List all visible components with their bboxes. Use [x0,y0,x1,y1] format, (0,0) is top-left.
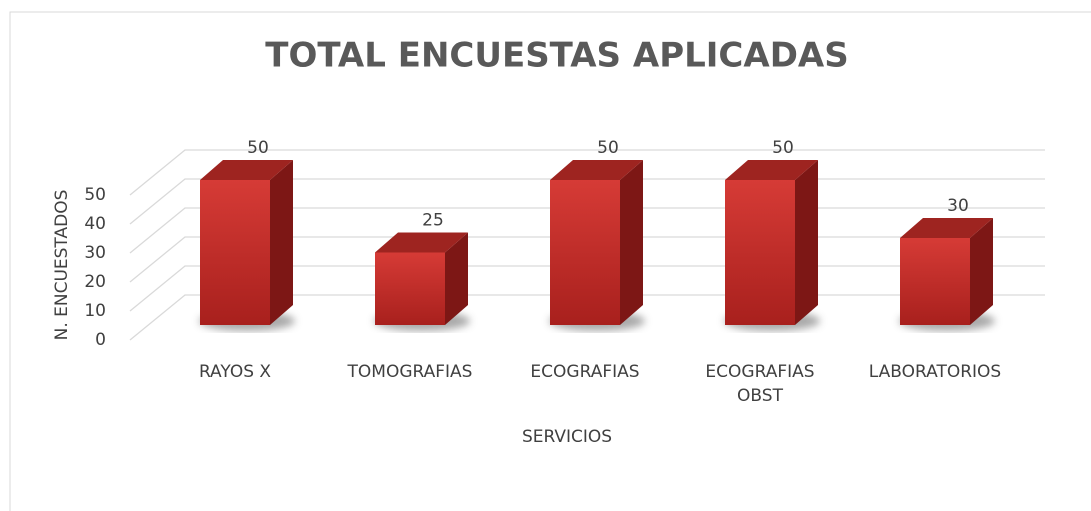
bar-top [375,232,468,253]
bar [199,160,295,331]
bar [374,232,470,331]
bar-top [725,160,818,180]
bar-front [375,252,445,325]
bar-side [795,160,818,325]
data-label: 50 [247,138,269,158]
bar [899,218,995,331]
bar [724,160,820,331]
bar-side [270,160,293,325]
data-label: 25 [422,211,444,231]
x-tick-label: ECOGRAFIAS OBST [705,362,815,406]
bar-side [620,160,643,325]
y-tick-label: 20 [84,272,106,292]
y-tick-label: 30 [84,243,106,263]
data-label: 30 [947,196,969,216]
x-tick-label: LABORATORIOS [868,362,1002,382]
bar-side [970,218,993,325]
chart-title: TOTAL ENCUESTAS APLICADAS [265,36,848,76]
grid-line [129,149,1045,196]
bar-front [725,180,795,325]
y-tick-label: 0 [95,330,106,350]
bar-front [900,238,970,325]
bar-side [445,232,468,325]
bar-top [200,160,293,180]
data-label: 50 [772,138,794,158]
y-tick-label: 50 [84,185,106,205]
y-axis-label: N. ENCUESTADOS [52,190,72,341]
bar-front [200,180,270,325]
bar-top [900,218,993,238]
x-tick-label: RAYOS X [198,362,272,382]
y-tick-label: 10 [84,301,106,321]
x-tick-label: ECOGRAFIAS [530,362,640,382]
x-axis-label: SERVICIOS [522,427,612,447]
bar [549,160,645,331]
y-tick-label: 40 [84,214,106,234]
x-tick-label: TOMOGRAFIAS [347,362,473,382]
bar-top [550,160,643,180]
bar-front [550,180,620,325]
data-label: 50 [597,138,619,158]
